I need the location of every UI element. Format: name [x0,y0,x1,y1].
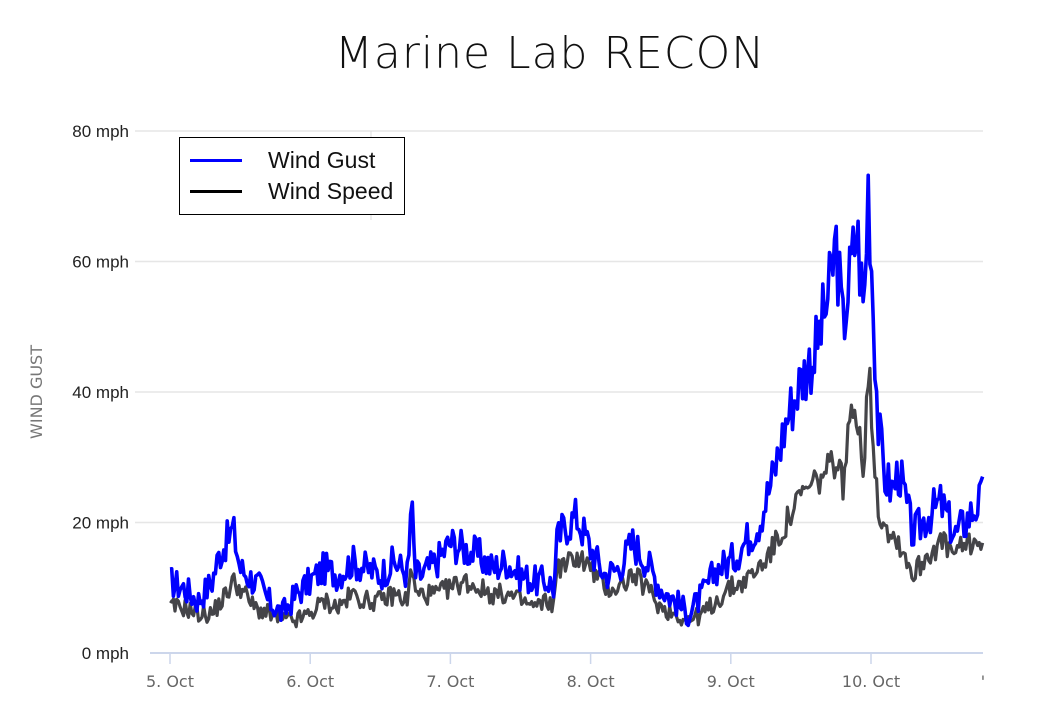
legend-item-wind-gust[interactable]: Wind Gust [190,147,375,174]
x-axis: 5. Oct 6. Oct 7. Oct 8. Oct 9. Oct 10. Oct ' [146,652,985,691]
y-tick-label: 0 mph [82,644,129,663]
y-tick-label: 80 mph [72,122,129,141]
wind-speed-line [169,366,985,629]
x-tick-label: 8. Oct [567,672,615,691]
wind-gust-swatch-icon [190,159,242,162]
x-tick-label: 10. Oct [842,672,900,691]
svg-text:': ' [981,672,985,691]
y-axis-label: WIND GUST [27,345,46,439]
legend-label: Wind Speed [268,178,394,204]
x-tick-label: 6. Oct [286,672,334,691]
y-tick-label: 60 mph [72,253,129,272]
y-tick-label: 20 mph [72,514,129,533]
x-tick-label: 5. Oct [146,672,194,691]
wind-speed-swatch-icon [190,190,242,193]
legend-item-wind-speed[interactable]: Wind Speed [190,178,393,205]
y-axis-ticks: 0 mph 20 mph 40 mph 60 mph 80 mph [72,122,129,663]
y-tick-label: 40 mph [72,383,129,402]
x-tick-label: 9. Oct [707,672,755,691]
wind-gust-line [169,173,985,628]
x-tick-label: 7. Oct [426,672,474,691]
legend-label: Wind Gust [268,147,376,173]
chart-title: Marine Lab RECON [334,28,766,79]
chart-legend: Wind Gust Wind Speed [179,137,405,215]
